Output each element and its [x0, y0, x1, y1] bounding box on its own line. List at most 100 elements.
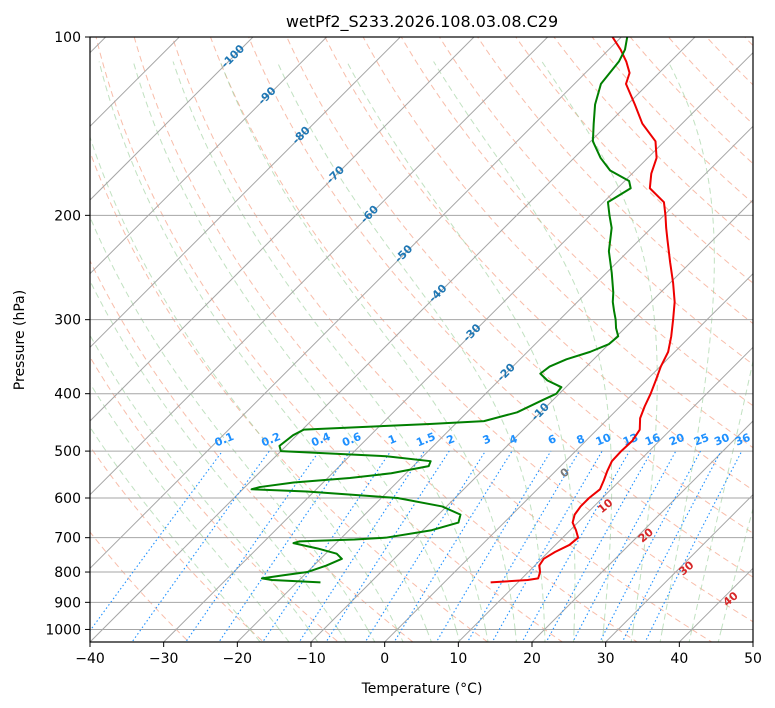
temperature-profile: [490, 37, 676, 584]
moist-adiabat-lower: [717, 629, 722, 642]
moist-adiabat-lower: [278, 629, 290, 642]
mixing-ratio-label: 8: [575, 432, 587, 447]
dewpoint-profile: [250, 37, 632, 584]
y-tick-label: 400: [54, 387, 81, 403]
dry-adiabat: [133, 37, 638, 642]
isotherm: [236, 125, 753, 642]
moist-adiabat-lower: [426, 629, 432, 642]
mixing-ratio-label: 3: [481, 432, 493, 447]
moist-adiabat: [172, 61, 487, 630]
moist-adiabat-lower: [514, 629, 517, 642]
moist-adiabat: [90, 279, 339, 630]
moist-adiabat: [132, 61, 457, 630]
x-tick-label: 50: [744, 651, 762, 667]
mixing-ratio-line: [185, 450, 320, 642]
background-lines: [90, 37, 753, 642]
isotherm: [90, 37, 549, 496]
dry-adiabat: [515, 37, 753, 284]
x-tick-label: 20: [523, 651, 541, 667]
y-axis: 100 200 300 400 500 600 700 800 900 1000: [45, 30, 90, 638]
moist-adiabat-lower: [688, 629, 693, 642]
isotherm: [90, 37, 696, 642]
dry-adiabat: [90, 259, 414, 642]
moist-adiabat: [346, 61, 576, 630]
moist-adiabat: [661, 61, 715, 630]
mixing-ratio-label: 1: [386, 432, 398, 447]
moist-adiabat-lower: [396, 629, 404, 642]
plot-area: [90, 37, 753, 642]
isotherm: [90, 37, 402, 349]
data-series: [250, 37, 676, 584]
mixing-ratio-line: [435, 450, 552, 642]
y-tick-label: 600: [54, 491, 81, 507]
chart-title: wetPf2_S233.2026.108.03.08.C29: [286, 12, 558, 32]
mixing-ratio-line: [262, 450, 392, 642]
mixing-ratio-line: [491, 450, 603, 642]
moist-adiabat: [433, 61, 613, 630]
moist-adiabat-lower: [337, 629, 347, 642]
mixing-ratio-label: 16: [643, 431, 662, 449]
moist-adiabat: [720, 506, 753, 630]
mixing-ratio-label: 30: [712, 431, 731, 449]
moist-adiabat-lower: [630, 629, 634, 642]
dry-adiabat: [95, 37, 564, 642]
x-tick-label: 40: [670, 651, 688, 667]
mixing-ratio-line: [644, 450, 743, 642]
dry-adiabat: [90, 356, 339, 642]
dry-adiabat: [591, 37, 753, 204]
x-tick-label: −30: [149, 651, 179, 667]
dry-adiabat: [553, 37, 753, 244]
moist-adiabat: [98, 61, 428, 630]
x-axis-label: Temperature (°C): [361, 681, 483, 697]
moist-adiabat: [691, 358, 753, 630]
moist-adiabat-lower: [249, 629, 261, 642]
moist-adiabat: [90, 426, 251, 630]
moist-adiabat-lower: [367, 629, 376, 642]
y-tick-label: 1000: [45, 622, 81, 638]
isotherm: [90, 37, 623, 570]
moist-adiabat: [90, 334, 310, 630]
moist-adiabat: [276, 61, 546, 630]
mixing-ratio-label: 10: [594, 431, 613, 449]
y-tick-label: 500: [54, 444, 81, 460]
mixing-ratio-label: 36: [733, 431, 752, 449]
dry-adiabat: [362, 37, 753, 449]
x-tick-label: −20: [223, 651, 253, 667]
y-tick-label: 800: [54, 565, 81, 581]
y-axis-label: Pressure (hPa): [12, 290, 28, 390]
x-tick-label: 30: [597, 651, 615, 667]
y-tick-label: 700: [54, 531, 81, 547]
y-tick-label: 100: [54, 30, 81, 46]
isotherm: [531, 420, 753, 642]
dry-adiabat: [209, 37, 753, 623]
mixing-ratio-line: [131, 450, 270, 642]
y-tick-label: 900: [54, 595, 81, 611]
moist-adiabat: [541, 61, 658, 630]
x-tick-label: −40: [75, 651, 105, 667]
moist-adiabat: [90, 135, 398, 630]
moist-adiabat-lower: [308, 629, 319, 642]
moist-adiabat-lower: [455, 629, 461, 642]
x-tick-label: −10: [296, 651, 326, 667]
moist-adiabat-lower: [601, 629, 604, 642]
x-tick-label: 10: [449, 651, 467, 667]
x-tick-label: 0: [380, 651, 389, 667]
mixing-ratio-line: [545, 450, 653, 642]
y-tick-label: 200: [54, 208, 81, 224]
isotherm: [457, 346, 753, 642]
dry-adiabat: [90, 531, 190, 642]
isotherm: [604, 493, 753, 642]
dry-adiabat: [286, 37, 753, 534]
x-axis: −40 −30 −20 −10 0 10 20 30 40 50: [75, 642, 762, 667]
mixing-ratio-line: [325, 450, 450, 642]
mixing-ratio-line: [466, 450, 580, 642]
dry-adiabat: [400, 37, 753, 407]
moist-adiabat-lower: [659, 629, 663, 642]
isotherm: [90, 37, 254, 201]
plot-frame: [89, 36, 754, 643]
moist-adiabat: [90, 382, 280, 630]
mixing-ratio-label: 25: [692, 431, 711, 449]
isotherm: [90, 37, 328, 275]
moist-adiabat-lower: [485, 629, 489, 642]
